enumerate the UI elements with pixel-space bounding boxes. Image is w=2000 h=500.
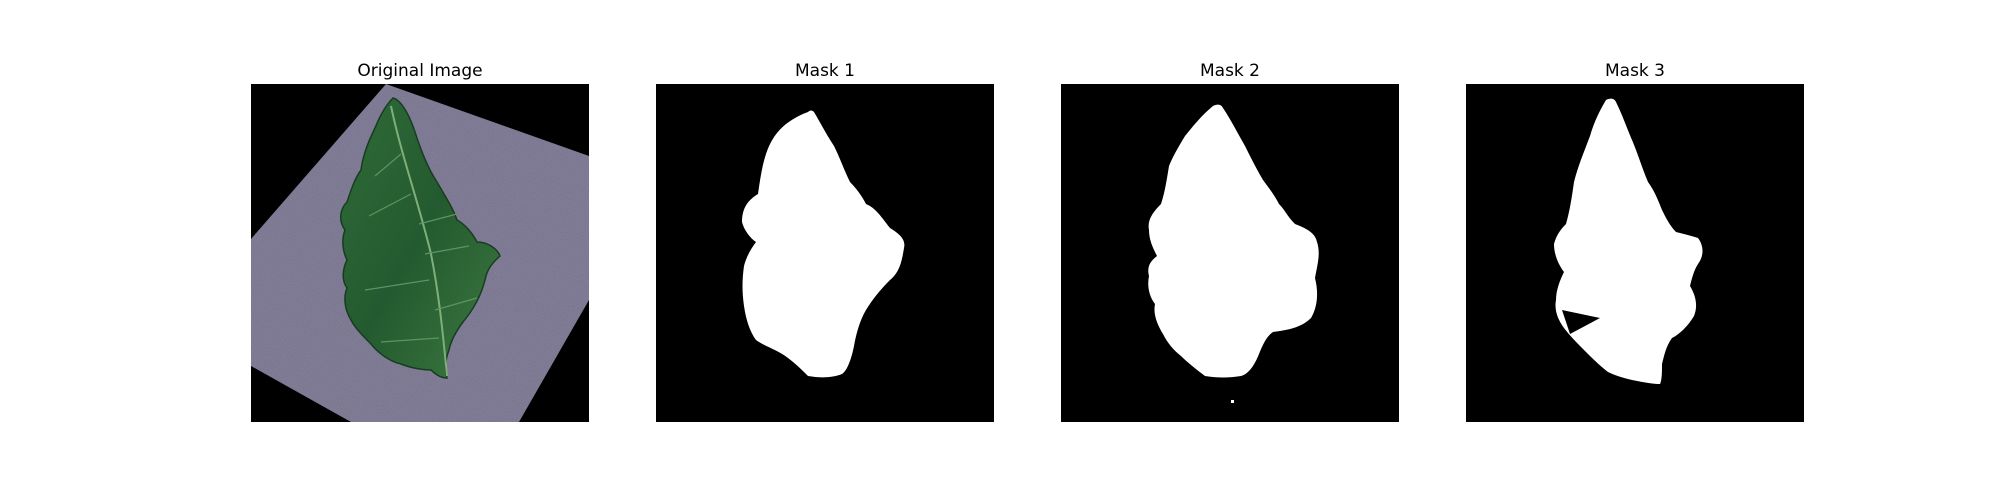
mask-foreground bbox=[1554, 98, 1703, 385]
panel-mask-1: Mask 1 bbox=[656, 60, 994, 422]
panel-mask-3: Mask 3 bbox=[1466, 60, 1804, 422]
mask-image-3 bbox=[1466, 84, 1804, 422]
panel-original-image: Original Image bbox=[251, 60, 589, 422]
leaf-midrib bbox=[390, 105, 448, 377]
mask-foreground bbox=[1148, 104, 1319, 378]
leaf bbox=[340, 97, 501, 379]
mask-foreground bbox=[742, 110, 905, 378]
panel-title: Mask 1 bbox=[794, 61, 855, 81]
mask-image-2 bbox=[1061, 84, 1399, 422]
panel-title: Mask 3 bbox=[1604, 61, 1665, 81]
panel-mask-2: Mask 2 bbox=[1061, 60, 1399, 422]
mask-notch bbox=[1562, 310, 1600, 334]
panel-title: Mask 2 bbox=[1199, 61, 1260, 81]
mask-speck bbox=[1231, 400, 1234, 403]
original-image bbox=[251, 84, 589, 422]
panel-title: Original Image bbox=[357, 61, 483, 81]
leaf-vein bbox=[364, 153, 478, 343]
mask-image-1 bbox=[656, 84, 994, 422]
